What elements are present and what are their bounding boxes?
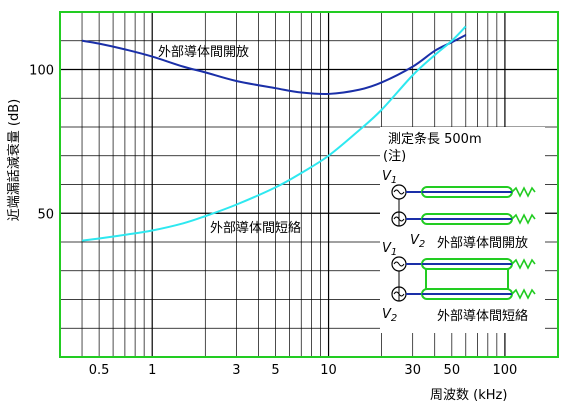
x-axis-label: 周波数 (kHz) [430,388,507,403]
series-label-short: 外部導体間短絡 [210,220,301,236]
x-tick-label: 3 [232,363,240,378]
termination-top-1 [511,186,536,198]
v1-label-top: V1 [382,169,397,186]
x-tick-label: 1 [148,363,156,378]
x-tick-label: 0.5 [89,363,110,378]
y-tick-label: 50 [37,207,54,222]
series-labels: 外部導体間開放 外部導体間短絡 [158,45,301,236]
y-axis-label: 近端漏話減衰量 (dB) [6,99,22,221]
termination-bottom-1 [511,258,536,270]
series-line-1 [81,25,467,242]
v2-label-bottom: V2 [382,307,397,324]
v2-label-top: V2 [410,233,425,250]
plot-frame [59,11,559,358]
inset-label-open: 外部導体間開放 [437,236,528,251]
series-line-0 [81,34,467,96]
series-label-open: 外部導体間開放 [158,45,249,60]
source-v1-top-wave [393,189,405,195]
source-v1-bottom-wave [393,261,405,267]
y-tick-labels: 50 100 [29,64,54,223]
x-tick-label: 30 [404,363,421,378]
x-tick-label: 10 [320,363,337,378]
series-layer [81,25,467,242]
y-tick-label: 100 [29,64,54,79]
v1-label-bottom: V1 [382,241,397,258]
x-tick-label: 100 [492,363,517,378]
inset-note: (注) [383,149,406,164]
x-tick-label: 50 [444,363,461,378]
x-tick-labels: 0.5 1 3 5 10 30 50 100 [89,363,518,378]
termination-bottom-2 [511,288,536,300]
termination-top-2 [511,213,536,225]
inset-title: 測定条長 500m [388,131,482,147]
inset-label-short: 外部導体間短絡 [437,308,528,324]
inset-diagram: 測定条長 500m (注) V1 V2 外部導体間開放 V1 V2 [380,127,545,333]
x-tick-label: 5 [271,363,279,378]
